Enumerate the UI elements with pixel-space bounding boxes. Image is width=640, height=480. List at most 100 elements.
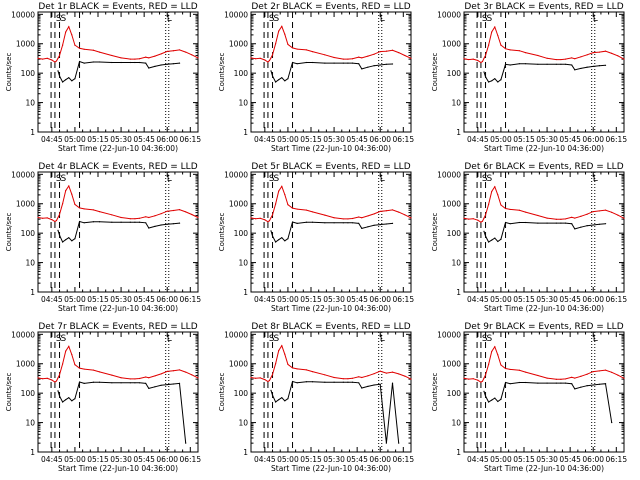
lld-data-point [347, 218, 349, 220]
lld-data-point [623, 377, 625, 379]
x-tick-label: 04:45 [467, 135, 489, 144]
events-data-point [120, 61, 122, 64]
events-data-point [571, 64, 573, 66]
lld-data-point [463, 58, 465, 60]
lld-data-point [58, 213, 61, 216]
lld-data-point [166, 50, 168, 52]
lld-data-point [160, 373, 162, 375]
lld-data-point [623, 217, 625, 219]
y-tick-label: 1 [243, 128, 248, 137]
lld-data-point [37, 57, 39, 59]
lld-data-point [494, 26, 496, 28]
events-data-point [358, 382, 360, 384]
events-data-point [574, 69, 576, 71]
lld-data-point [78, 207, 81, 209]
lld-data-point [267, 221, 269, 223]
y-tick-label: 10 [25, 419, 35, 428]
lld-data-point [555, 218, 557, 220]
events-data-point [284, 400, 286, 402]
events-data-point [71, 400, 73, 402]
events-data-point [270, 389, 272, 391]
events-data-point [586, 66, 588, 68]
y-tick-label: 10 [25, 99, 35, 108]
lld-data-point [491, 31, 493, 33]
events-data-point [497, 240, 499, 243]
lld-data-point [333, 376, 335, 379]
events-data-point [305, 221, 307, 223]
events-data-point [488, 241, 490, 243]
lld-data-point [185, 51, 187, 53]
end-marker-letter: L [593, 334, 598, 344]
y-tick-label: 10000 [11, 170, 35, 179]
x-tick-label: 06:00 [156, 455, 178, 464]
events-data-point [281, 237, 283, 239]
x-tick-label: 06:15 [605, 295, 627, 304]
x-tick-label: 05:45 [346, 135, 368, 144]
lld-data-point [65, 189, 67, 192]
lld-data-point [154, 55, 156, 57]
lld-data-point [477, 219, 479, 221]
lld-data-point [555, 58, 557, 61]
events-data-point [291, 380, 294, 383]
lld-data-point [281, 185, 283, 187]
y-tick-label: 100 [21, 229, 36, 238]
lld-data-point [98, 51, 101, 53]
segment-marker-letter: S [56, 334, 62, 344]
events-data-point [296, 382, 298, 384]
lld-data-point [488, 44, 490, 46]
events-data-point [178, 382, 181, 384]
lld-data-point [54, 220, 56, 223]
events-data-point [62, 401, 64, 403]
x-tick-label: 06:15 [392, 135, 414, 144]
lld-data-point [134, 58, 136, 60]
x-tick-label: 05:45 [559, 135, 581, 144]
lld-data-point [270, 217, 272, 219]
events-series-line [57, 381, 187, 444]
events-data-point [129, 382, 131, 384]
events-data-point [145, 62, 147, 64]
x-tick-label: 04:45 [41, 455, 63, 464]
end-marker-letter: L [380, 14, 385, 24]
lld-data-point [197, 57, 199, 59]
x-tick-label: 05:00 [277, 135, 299, 144]
x-tick-label: 06:15 [605, 455, 627, 464]
lld-data-point [611, 211, 613, 213]
events-data-point [291, 61, 294, 64]
lld-data-point [391, 209, 394, 211]
chart-panel-1: Det 1r BLACK = Events, RED = LLD 1 10 100 10… [5, 2, 201, 153]
events-data-point [62, 241, 64, 243]
lld-data-point [65, 31, 67, 33]
lld-data-point [305, 49, 307, 51]
events-data-point [333, 62, 335, 64]
events-data-point [347, 381, 349, 383]
segment-marker-letter: S [482, 14, 488, 24]
lld-data-point [617, 374, 619, 376]
chart-title: Det 4r BLACK = Events, RED = LLD [38, 162, 197, 172]
y-tick-label: 1 [30, 448, 35, 457]
lld-data-point [379, 210, 381, 212]
events-data-point [564, 382, 567, 384]
events-data-point [278, 239, 280, 241]
events-data-point [546, 222, 548, 224]
x-tick-label: 05:00 [64, 455, 86, 464]
y-tick-label: 1 [456, 448, 461, 457]
plot-frame [37, 11, 199, 133]
events-data-point [500, 398, 502, 400]
lld-data-point [267, 61, 269, 63]
lld-data-point [92, 209, 94, 211]
lld-data-point [46, 217, 48, 219]
events-data-point [537, 63, 539, 65]
x-tick-label: 05:45 [133, 135, 155, 144]
events-data-point [546, 63, 548, 65]
events-data-point [580, 386, 582, 388]
x-tick-label: 06:00 [156, 135, 178, 144]
events-data-point [305, 61, 307, 64]
lld-data-point [537, 214, 539, 217]
lld-data-point [74, 44, 76, 46]
lld-data-point [586, 54, 588, 56]
events-data-point [333, 222, 335, 224]
events-data-point [172, 63, 174, 65]
chart-panel-6: Det 6r BLACK = Events, RED = LLD 1 10 100 10… [431, 162, 627, 313]
lld-data-point [296, 48, 298, 50]
x-tick-label: 05:15 [300, 135, 322, 144]
